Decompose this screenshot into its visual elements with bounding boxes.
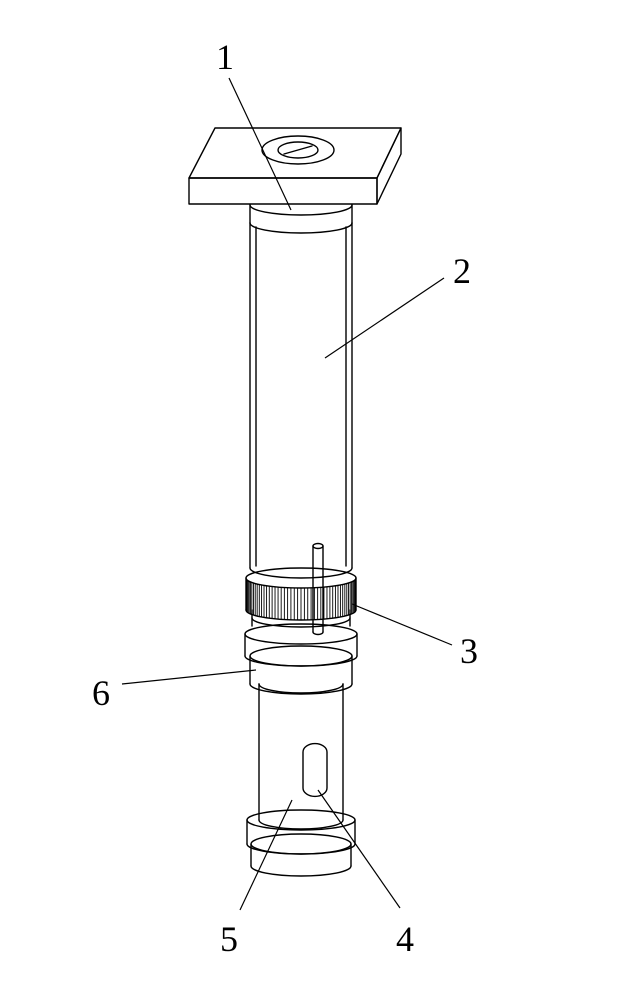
callout-label-5: 5 bbox=[220, 918, 238, 960]
callout-label-6: 6 bbox=[92, 672, 110, 714]
callout-label-2: 2 bbox=[453, 250, 471, 292]
callout-label-3: 3 bbox=[460, 630, 478, 672]
callout-label-1: 1 bbox=[216, 36, 234, 78]
callout-label-4: 4 bbox=[396, 918, 414, 960]
